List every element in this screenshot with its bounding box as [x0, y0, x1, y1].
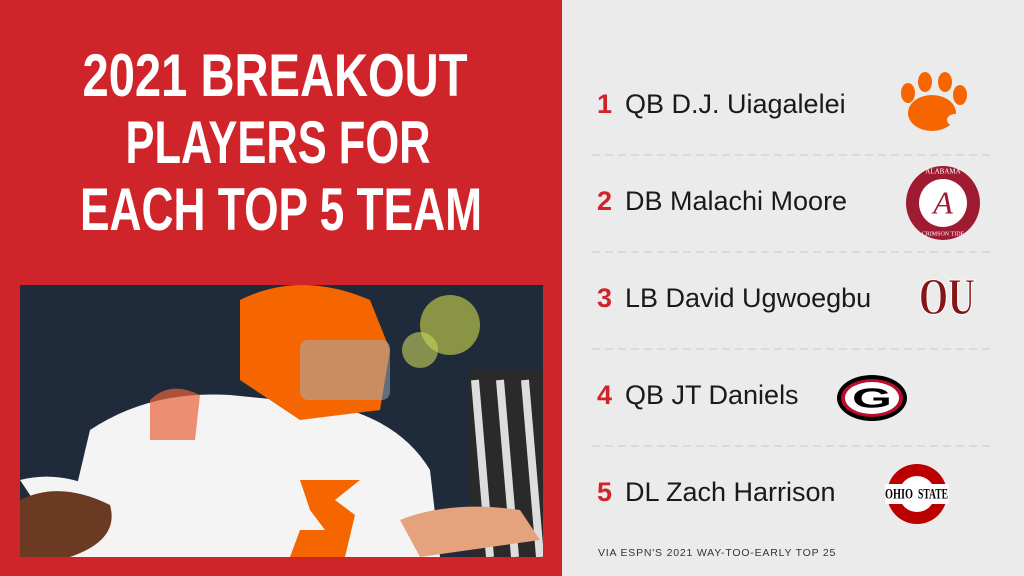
list-row: 2 DB Malachi Moore A ALABAMA CRIMSON TID…	[597, 166, 980, 240]
list-row: 3 LB David Ugwoegbu OU	[597, 268, 976, 326]
player-name: QB D.J. Uiagalelei	[625, 89, 846, 119]
oklahoma-logo: OU	[919, 269, 975, 326]
ohio-state-logo: OHIO STATE	[885, 464, 949, 524]
list-row: 1 QB D.J. Uiagalelei	[597, 72, 967, 131]
alabama-logo: A ALABAMA CRIMSON TIDE	[906, 166, 980, 240]
player-name: LB David Ugwoegbu	[625, 283, 871, 313]
clemson-logo	[901, 72, 967, 131]
logo-ring-text: ALABAMA	[925, 168, 960, 176]
rank: 2	[597, 186, 612, 216]
title-line: 2021 BREAKOUT	[83, 42, 468, 109]
source-note: VIA ESPN'S 2021 WAY-TOO-EARLY TOP 25	[598, 547, 836, 559]
logo-letter: A	[931, 184, 953, 220]
player-name: QB JT Daniels	[625, 380, 799, 410]
logo-text: STATE	[918, 486, 948, 502]
rank: 3	[597, 283, 612, 313]
georgia-logo: G	[837, 375, 907, 421]
rank: 1	[597, 89, 612, 119]
list-row: 5 DL Zach Harrison OHIO STATE	[597, 464, 949, 524]
rank: 4	[597, 380, 612, 410]
logo-letter: G	[852, 382, 892, 413]
title-line: PLAYERS FOR	[126, 109, 431, 176]
right-panel	[562, 0, 1024, 576]
player-photo	[20, 285, 543, 557]
logo-ring-text: CRIMSON TIDE	[922, 231, 965, 237]
list-row: 4 QB JT Daniels G	[597, 375, 907, 421]
logo-text: OHIO	[885, 486, 913, 502]
rank: 5	[597, 477, 612, 507]
title-line: EACH TOP 5 TEAM	[80, 176, 482, 243]
player-name: DL Zach Harrison	[625, 477, 836, 507]
player-name: DB Malachi Moore	[625, 186, 847, 216]
